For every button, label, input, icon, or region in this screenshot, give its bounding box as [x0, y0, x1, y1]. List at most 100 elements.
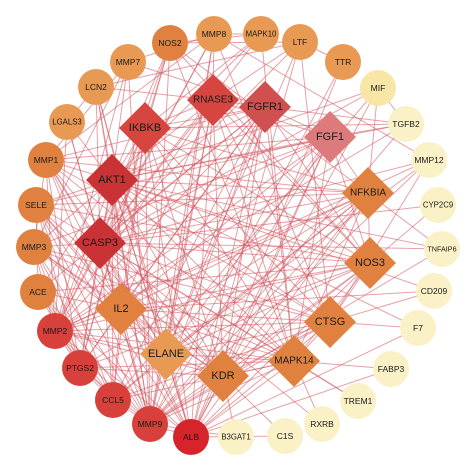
node-label: CTSG	[315, 316, 346, 328]
node-mmp2: MMP2	[37, 313, 73, 349]
edge-mapk14-nos2	[169, 42, 295, 362]
diamond-shape	[119, 102, 171, 154]
circle-shape	[325, 44, 361, 80]
node-label: ALB	[183, 432, 199, 442]
node-label: NOS2	[158, 38, 181, 48]
edge-mmp9-mmp2	[54, 330, 151, 425]
circle-shape	[62, 350, 98, 386]
node-ttr: TTR	[325, 44, 361, 80]
edge-elane-lcn2	[95, 86, 167, 355]
node-fabp3: FABP3	[373, 351, 409, 387]
edge-mmp9-mmp3	[33, 246, 151, 425]
edge-mmp9-mmp1	[45, 159, 151, 425]
node-label: LCN2	[85, 82, 107, 92]
node-il2: IL2	[95, 283, 147, 335]
node-kdr: KDR	[197, 350, 249, 402]
circle-shape	[95, 382, 131, 418]
edge-casp3-ctsg	[99, 242, 331, 323]
edge-mmp9-lgals3	[66, 121, 151, 425]
node-label: MMP2	[43, 326, 68, 336]
edge-ikbkb-ctsg	[144, 127, 331, 323]
node-nos2: NOS2	[152, 25, 188, 61]
edge-kdr-mmp1	[45, 159, 224, 377]
node-label: MMP9	[138, 419, 163, 429]
node-alb: ALB	[173, 419, 209, 455]
node-ace: ACE	[20, 274, 56, 310]
circle-shape	[173, 419, 209, 455]
node-label: FABP3	[378, 364, 405, 374]
node-label: CASP3	[82, 237, 118, 249]
edge-alb-il2	[120, 308, 192, 438]
edge-fgfr1-mapk14	[264, 106, 295, 362]
edge-nos3-nos2	[169, 42, 371, 264]
edge-mmp9-tnfaip6	[149, 248, 443, 425]
node-label: IKBKB	[129, 122, 161, 134]
node-label: TTR	[335, 57, 352, 67]
circle-shape	[18, 187, 54, 223]
edge-alb-f7	[190, 327, 419, 438]
circle-shape	[400, 310, 436, 346]
node-label: NFKBIA	[350, 188, 386, 199]
node-mmp3: MMP3	[16, 229, 52, 265]
node-tgfb2: TGFB2	[388, 106, 424, 142]
edge-elane-mmp3	[33, 246, 167, 355]
edge-ccl5-ace	[37, 291, 114, 401]
node-label: FGFR1	[247, 101, 283, 113]
circle-shape	[304, 406, 340, 442]
edge-rnase3-nos3	[212, 99, 371, 264]
diamond-shape	[140, 328, 192, 380]
node-label: SELE	[25, 200, 47, 210]
edge-casp3-nos3	[99, 242, 371, 264]
circle-shape	[360, 70, 396, 106]
node-label: RXRB	[310, 419, 334, 429]
node-label: MMP7	[116, 57, 141, 67]
diamond-shape	[268, 335, 320, 387]
node-rnase3: RNASE3	[187, 74, 239, 126]
node-tnfaip6: TNFAIP6	[424, 231, 460, 267]
node-mapk10: MAPK10	[243, 16, 279, 52]
node-ctsg: CTSG	[304, 296, 356, 348]
node-lcn2: LCN2	[78, 69, 114, 105]
circle-shape	[416, 273, 452, 309]
circle-shape	[267, 418, 303, 454]
edge-nos2-ltf	[169, 41, 301, 44]
circle-shape	[110, 44, 146, 80]
node-label: MAPK14	[274, 356, 314, 367]
edge-kdr-sele	[35, 204, 224, 377]
edge-mmp9-sele	[35, 204, 151, 425]
diamond-shape	[344, 237, 396, 289]
edge-casp3-kdr	[99, 242, 224, 377]
edge-nos3-mmp9	[149, 262, 371, 425]
edge-fgfr1-ace	[37, 106, 266, 293]
circle-shape	[37, 313, 73, 349]
node-ptgs2: PTGS2	[62, 350, 98, 386]
edge-mmp2-mmp7	[54, 61, 129, 332]
edge-mmp9-lcn2	[95, 86, 151, 425]
node-label: LTF	[293, 37, 307, 47]
node-nos3: NOS3	[344, 237, 396, 289]
edge-alb-lcn2	[95, 86, 192, 438]
node-label: CD209	[421, 286, 448, 296]
circle-shape	[218, 419, 254, 455]
node-fgfr1: FGFR1	[239, 81, 291, 133]
circle-shape	[196, 16, 232, 52]
node-label: LGALS3	[52, 118, 81, 127]
edge-ptgs2-mmp3	[33, 246, 81, 369]
diamond-shape	[187, 74, 239, 126]
circle-shape	[388, 106, 424, 142]
circle-shape	[373, 351, 409, 387]
edge-ccl5-mmp3	[33, 246, 114, 401]
node-nfkbia: NFKBIA	[342, 167, 394, 219]
edge-fgf1-kdr	[222, 136, 331, 377]
circle-shape	[243, 16, 279, 52]
edge-fgfr1-nos3	[264, 106, 371, 264]
edge-ikbkb-nos3	[144, 127, 371, 264]
node-mmp8: MMP8	[196, 16, 232, 52]
edge-fgfr1-mmp2	[54, 106, 266, 332]
circle-shape	[411, 142, 447, 178]
node-lgals3: LGALS3	[49, 104, 85, 140]
node-label: MMP12	[414, 155, 444, 165]
node-label: RNASE3	[193, 95, 233, 106]
edge-alb-ctsg	[190, 321, 331, 438]
circle-shape	[282, 24, 318, 60]
